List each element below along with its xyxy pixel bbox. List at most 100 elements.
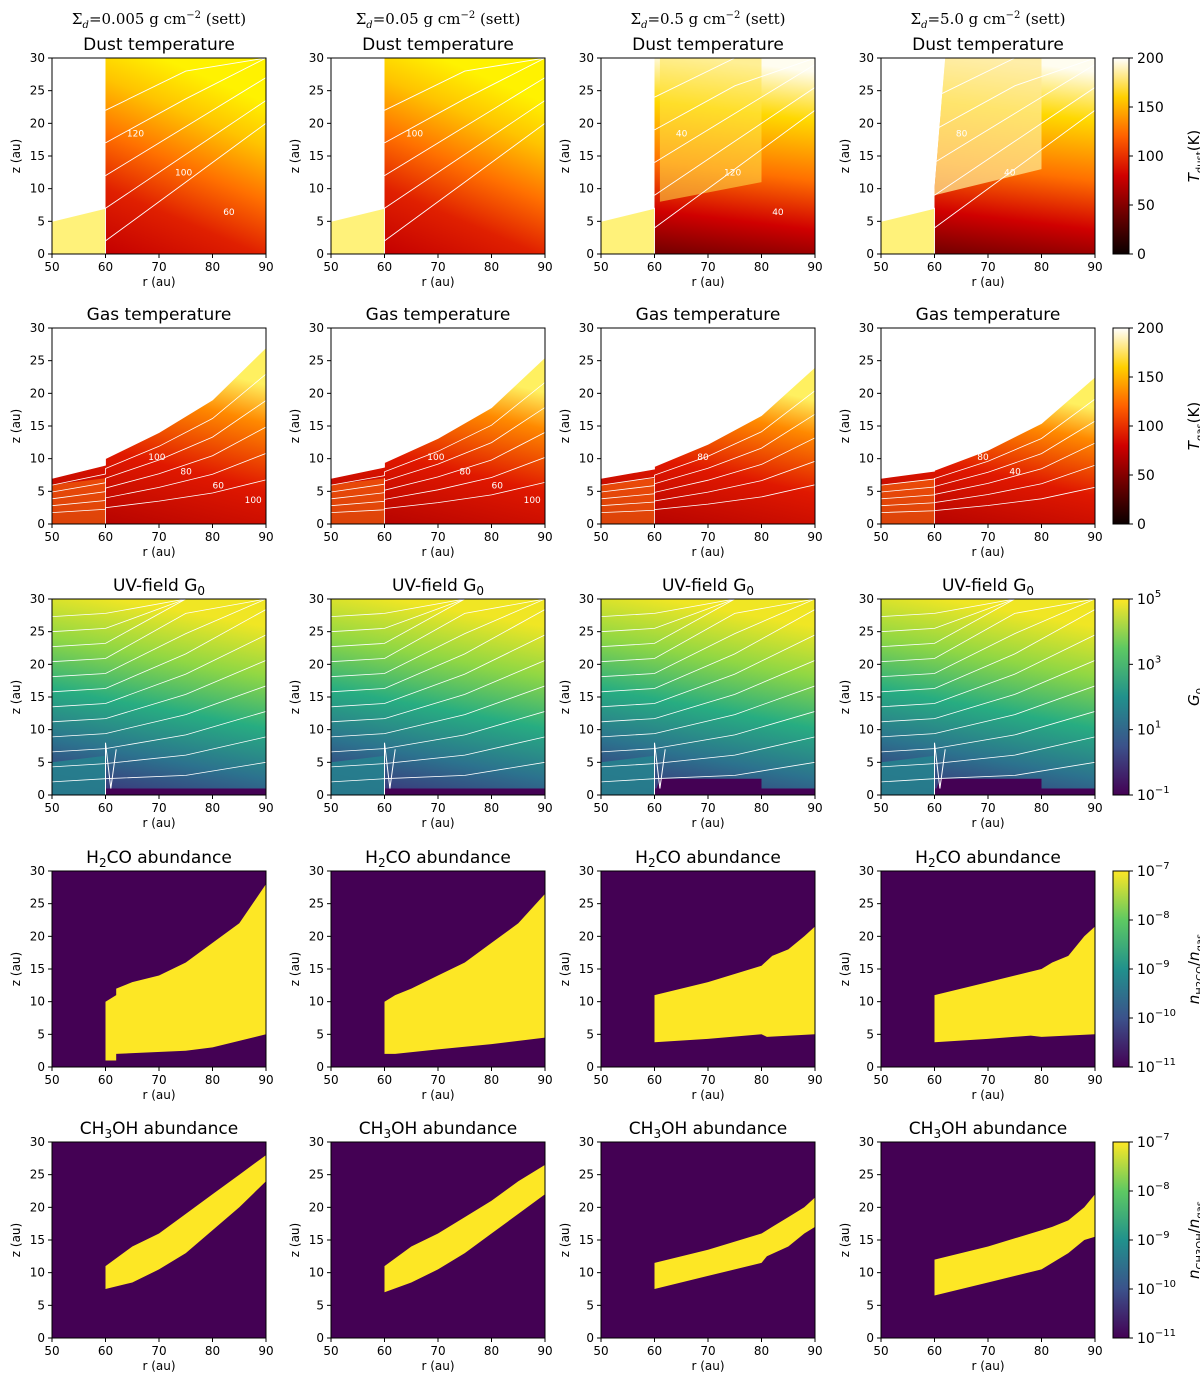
y-tick-label: 25 [579, 625, 594, 639]
contour-line [601, 736, 815, 768]
contour-line [52, 761, 266, 783]
y-tick-label: 30 [579, 1135, 594, 1149]
contour-line [881, 660, 1095, 723]
x-axis-label: r (au) [691, 1359, 724, 1373]
y-tick-label: 25 [30, 625, 45, 639]
contour-line [52, 479, 266, 513]
contour-line [601, 609, 815, 693]
contour-line [601, 685, 815, 738]
panel-title: Dust temperature [632, 35, 784, 55]
y-tick-label: 30 [859, 864, 874, 878]
y-tick-label: 10 [309, 723, 324, 737]
y-tick-label: 5 [866, 755, 874, 769]
y-tick-label: 20 [30, 116, 45, 130]
x-tick-label: 70 [700, 530, 715, 544]
contour-line [881, 486, 1095, 513]
abundance-region [654, 1197, 815, 1289]
y-tick-label: 20 [579, 116, 594, 130]
panel-h2co-1: H2CO abundance 50 60 70 80 90 r (au) 0 5 10 15 20 25… [288, 848, 553, 1102]
contour-line [52, 660, 266, 723]
contour-line [601, 366, 815, 479]
x-tick-label: 60 [927, 1073, 942, 1087]
x-tick-label: 60 [927, 1344, 942, 1358]
y-tick-label: 5 [37, 1027, 45, 1041]
x-axis-label: r (au) [691, 1088, 724, 1102]
x-tick-label: 90 [258, 801, 273, 815]
y-tick-label: 0 [586, 1060, 594, 1074]
contour-line [384, 100, 545, 209]
abundance-region [654, 926, 815, 1043]
y-tick-label: 25 [859, 1168, 874, 1182]
colorbar-label: Tdust(K) [1185, 130, 1200, 183]
x-tick-label: 80 [1034, 801, 1049, 815]
y-tick-label: 0 [866, 1331, 874, 1345]
y-tick-label: 15 [30, 149, 45, 163]
y-tick-label: 10 [579, 995, 594, 1009]
x-tick-label: 60 [98, 1344, 113, 1358]
contour-line [331, 457, 545, 507]
contour-line [52, 453, 266, 507]
contour-label: 120 [724, 169, 741, 179]
contour-line [654, 109, 815, 229]
x-tick-label: 50 [44, 260, 59, 274]
y-tick-label: 0 [37, 788, 45, 802]
contour-line [52, 599, 266, 678]
y-tick-label: 25 [859, 354, 874, 368]
y-tick-label: 5 [866, 1027, 874, 1041]
x-tick-label: 90 [537, 1073, 552, 1087]
y-tick-label: 30 [309, 592, 324, 606]
contour-line [601, 437, 815, 500]
x-tick-label: 60 [927, 260, 942, 274]
x-tick-label: 50 [873, 530, 888, 544]
contour-line [331, 599, 545, 663]
y-axis-label: z (au) [558, 409, 572, 443]
contour-line [654, 64, 815, 163]
contour-label: 100 [427, 453, 444, 463]
colorbar-tick-label: 10−10 [1137, 1279, 1176, 1298]
y-tick-label: 15 [309, 962, 324, 976]
x-tick-label: 60 [927, 801, 942, 815]
contour-line [654, 58, 815, 131]
x-axis-label: r (au) [421, 816, 454, 830]
x-tick-label: 80 [1034, 1344, 1049, 1358]
panel-ch3oh-0: CH3OH abundance 50 60 70 80 90 r (au) 0 5 10 15 20 2… [9, 1119, 274, 1373]
y-tick-label: 5 [586, 484, 594, 498]
y-tick-label: 0 [866, 1060, 874, 1074]
panel-uv-0: UV-field G0 50 60 70 80 90 r (au) 0 5 10 15 20 25 30 z… [9, 576, 274, 830]
y-tick-label: 10 [859, 182, 874, 196]
panel-h2co-3: H2CO abundance 50 60 70 80 90 r (au) 0 5 10 15 20 25… [838, 848, 1103, 1102]
y-tick-label: 20 [859, 1200, 874, 1214]
panel-title: Dust temperature [362, 35, 514, 55]
y-tick-label: 0 [316, 1060, 324, 1074]
contour-line [331, 609, 545, 693]
y-tick-label: 15 [30, 962, 45, 976]
contour-label: 80 [977, 453, 989, 463]
y-tick-label: 5 [586, 1298, 594, 1312]
y-tick-label: 20 [309, 386, 324, 400]
y-tick-label: 25 [30, 897, 45, 911]
y-tick-label: 0 [37, 1060, 45, 1074]
y-tick-label: 0 [586, 517, 594, 531]
contour-line [881, 609, 1095, 693]
x-axis-label: r (au) [971, 545, 1004, 559]
y-tick-label: 30 [579, 321, 594, 335]
contour-line [52, 634, 266, 708]
x-tick-label: 80 [754, 801, 769, 815]
y-tick-label: 25 [859, 84, 874, 98]
x-tick-label: 50 [323, 1073, 338, 1087]
y-tick-label: 10 [859, 723, 874, 737]
x-tick-label: 50 [44, 530, 59, 544]
y-axis-label: z (au) [838, 139, 852, 173]
x-tick-label: 70 [430, 801, 445, 815]
contour-line [331, 599, 545, 633]
contour-line [601, 711, 815, 753]
x-axis-label: r (au) [142, 275, 175, 289]
y-tick-label: 10 [309, 995, 324, 1009]
x-axis-label: r (au) [691, 816, 724, 830]
y-tick-label: 30 [30, 864, 45, 878]
contour-label: 100 [245, 496, 262, 506]
x-tick-label: 80 [205, 801, 220, 815]
y-tick-label: 20 [579, 929, 594, 943]
contour-line [934, 64, 1095, 163]
